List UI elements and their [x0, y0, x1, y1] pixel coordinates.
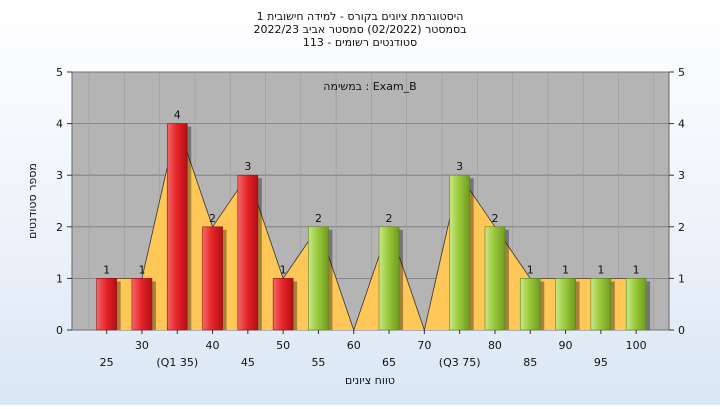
y-tick-left-4: 4: [56, 118, 63, 131]
y-tick-left-1: 1: [56, 272, 63, 285]
data-label-45: 3: [244, 160, 251, 173]
y-tick-left-0: 0: [56, 324, 63, 337]
bar-30[interactable]: [131, 278, 153, 331]
y-tick-right-3: 3: [678, 169, 685, 182]
bar-80[interactable]: [484, 226, 506, 331]
x-tick-100: 100: [626, 339, 647, 352]
data-label-95: 1: [597, 263, 604, 276]
y-tick-right-0: 0: [678, 324, 685, 337]
data-label-55: 2: [315, 212, 322, 225]
bar-85[interactable]: [519, 278, 541, 331]
title-line-3: סטודנטים רשומים - 113: [303, 36, 417, 49]
x-tick-40: 40: [206, 339, 220, 352]
frequency-line: [106, 122, 637, 332]
y-axis-right: 0 1 2 3 4 5: [669, 66, 685, 337]
chart-title: היסטוגרמת ציונים בקורס - למידה חישובית 1…: [253, 10, 466, 49]
data-label-25: 1: [103, 263, 110, 276]
bar-40[interactable]: [202, 226, 223, 331]
x-tick-30: 30: [135, 339, 149, 352]
y-tick-right-5: 5: [678, 66, 685, 79]
data-label-30: 1: [138, 263, 145, 276]
y-tick-left-2: 2: [56, 221, 63, 234]
x-tick-90: 90: [559, 339, 573, 352]
data-label-85: 1: [527, 263, 534, 276]
data-label-90: 1: [562, 263, 569, 276]
bar-25[interactable]: [96, 278, 117, 331]
bar-95[interactable]: [590, 278, 612, 331]
y-tick-left-3: 3: [56, 169, 63, 182]
title-line-1: היסטוגרמת ציונים בקורס - למידה חישובית 1: [257, 10, 464, 23]
data-label-75: 3: [456, 160, 463, 173]
task-annotation: במשימה : Exam_B: [323, 80, 416, 93]
x-tick-95: 95: [594, 356, 608, 369]
x-tick-25: 25: [100, 356, 114, 369]
y-tick-right-1: 1: [678, 272, 685, 285]
y-tick-left-5: 5: [56, 66, 63, 79]
bar-50[interactable]: [272, 278, 294, 331]
bars-group: [96, 123, 651, 331]
x-tick-35: (Q1 35): [156, 356, 198, 369]
x-tick-55: 55: [311, 356, 325, 369]
x-axis: 25 30 (Q1 35) 40 45 50 55 60 65 70 (Q3 75) 80 85 90 95…: [100, 330, 647, 369]
x-tick-70: 70: [417, 339, 431, 352]
data-label-65: 2: [386, 212, 393, 225]
data-labels-group: 1 1 4 2 3 1 2 2 3 2 1 1 1 1: [103, 109, 640, 277]
y-tick-right-2: 2: [678, 221, 685, 234]
x-tick-85: 85: [523, 356, 537, 369]
x-axis-label: טווח ציונים: [345, 374, 395, 387]
y-axis-label: מספר סטודנטים: [26, 163, 39, 239]
bar-65[interactable]: [378, 226, 400, 331]
title-line-2: בסמסטר (02/2022) סמסטר אביב 2022/23: [253, 23, 466, 36]
x-tick-50: 50: [276, 339, 290, 352]
data-label-100: 1: [633, 263, 640, 276]
y-tick-right-4: 4: [678, 118, 685, 131]
bar-90[interactable]: [555, 278, 576, 331]
x-tick-80: 80: [488, 339, 502, 352]
bar-45[interactable]: [237, 174, 259, 331]
x-tick-60: 60: [347, 339, 361, 352]
data-label-50: 1: [280, 263, 287, 276]
bar-55[interactable]: [308, 226, 329, 331]
x-tick-75: (Q3 75): [439, 356, 481, 369]
data-label-40: 2: [209, 212, 216, 225]
bar-100[interactable]: [625, 278, 647, 331]
data-label-35: 4: [174, 109, 181, 122]
y-axis-left: 0 1 2 3 4 5: [56, 66, 72, 337]
data-label-80: 2: [491, 212, 498, 225]
x-tick-45: 45: [241, 356, 255, 369]
bar-35[interactable]: [166, 123, 188, 331]
bar-75[interactable]: [449, 174, 470, 331]
x-tick-65: 65: [382, 356, 396, 369]
